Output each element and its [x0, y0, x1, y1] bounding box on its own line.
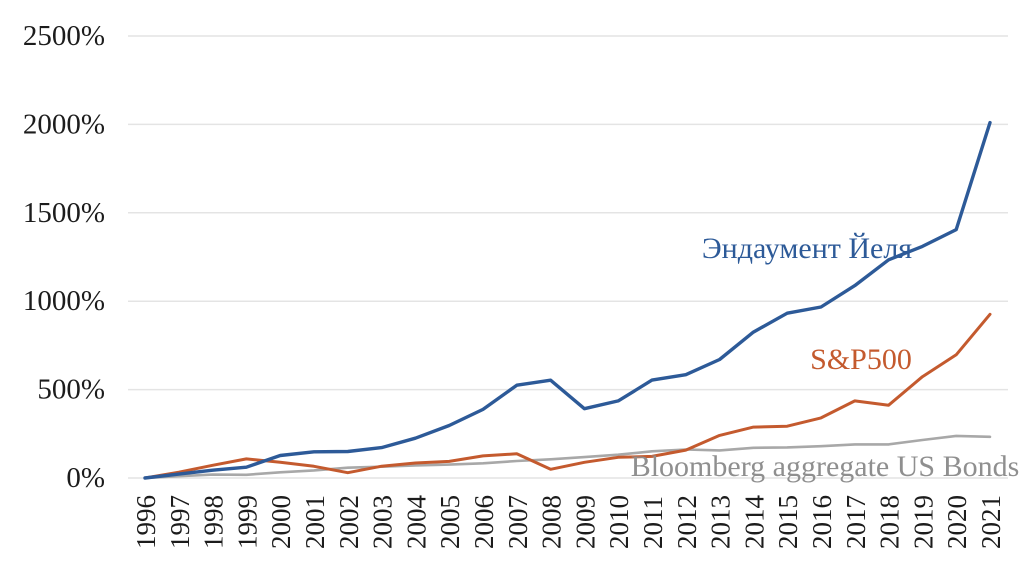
y-tick-label: 0%	[66, 462, 105, 494]
y-tick-label: 500%	[37, 374, 105, 406]
x-tick-label: 2003	[368, 495, 398, 549]
x-tick-label: 2006	[469, 495, 499, 549]
y-tick-label: 1000%	[23, 285, 105, 317]
x-tick-label: 2002	[334, 495, 364, 549]
x-tick-label: 2020	[942, 495, 972, 549]
series-line-yale-endowment	[143, 120, 992, 480]
x-tick-label: 2000	[266, 495, 296, 549]
x-tick-label: 2005	[435, 495, 465, 549]
series-line-bloomberg-us-bonds	[143, 434, 992, 480]
x-tick-label: 2007	[503, 495, 533, 549]
x-tick-label: 2013	[706, 495, 736, 549]
x-tick-label: 2016	[807, 495, 837, 549]
x-tick-label: 2019	[908, 495, 938, 549]
x-tick-label: 2018	[875, 495, 905, 549]
x-tick-label: 2008	[537, 495, 567, 549]
x-tick-label: 2017	[841, 495, 871, 549]
y-tick-label: 2000%	[23, 108, 105, 140]
x-tick-label: 1999	[232, 495, 262, 549]
y-tick-label: 2500%	[23, 20, 105, 52]
x-tick-label: 2011	[638, 496, 668, 549]
gridlines-layer	[128, 35, 1008, 479]
series-line-sp500	[143, 312, 992, 480]
y-axis-tick-labels: 0% 500% 1000% 1500% 2000% 2500%	[23, 20, 105, 494]
series-label-yale-endowment: Эндаумент Йеля	[702, 232, 912, 265]
x-tick-label: 1996	[131, 495, 161, 549]
series-lines-layer	[143, 120, 992, 480]
x-tick-label: 2001	[300, 495, 330, 549]
x-tick-label: 1998	[199, 495, 229, 549]
y-tick-label: 1500%	[23, 197, 105, 229]
x-tick-label: 2012	[672, 495, 702, 549]
x-tick-label: 2015	[773, 495, 803, 549]
x-tick-label: 2014	[739, 495, 769, 550]
x-tick-label: 2009	[570, 495, 600, 549]
x-axis-tick-labels: 1996 1997 1998 1999 2000 2001 2002 2003 2004 2005…	[131, 495, 1006, 550]
x-tick-label: 2021	[976, 495, 1006, 549]
x-tick-label: 2004	[401, 495, 431, 550]
series-annotations-layer: Эндаумент Йеля S&P500 Bloomberg aggregat…	[631, 232, 1020, 483]
x-tick-label: 2010	[604, 495, 634, 549]
series-label-sp500: S&P500	[810, 343, 912, 376]
series-label-bloomberg-us-bonds: Bloomberg aggregate US Bonds	[631, 450, 1020, 483]
x-tick-label: 1997	[165, 495, 195, 549]
